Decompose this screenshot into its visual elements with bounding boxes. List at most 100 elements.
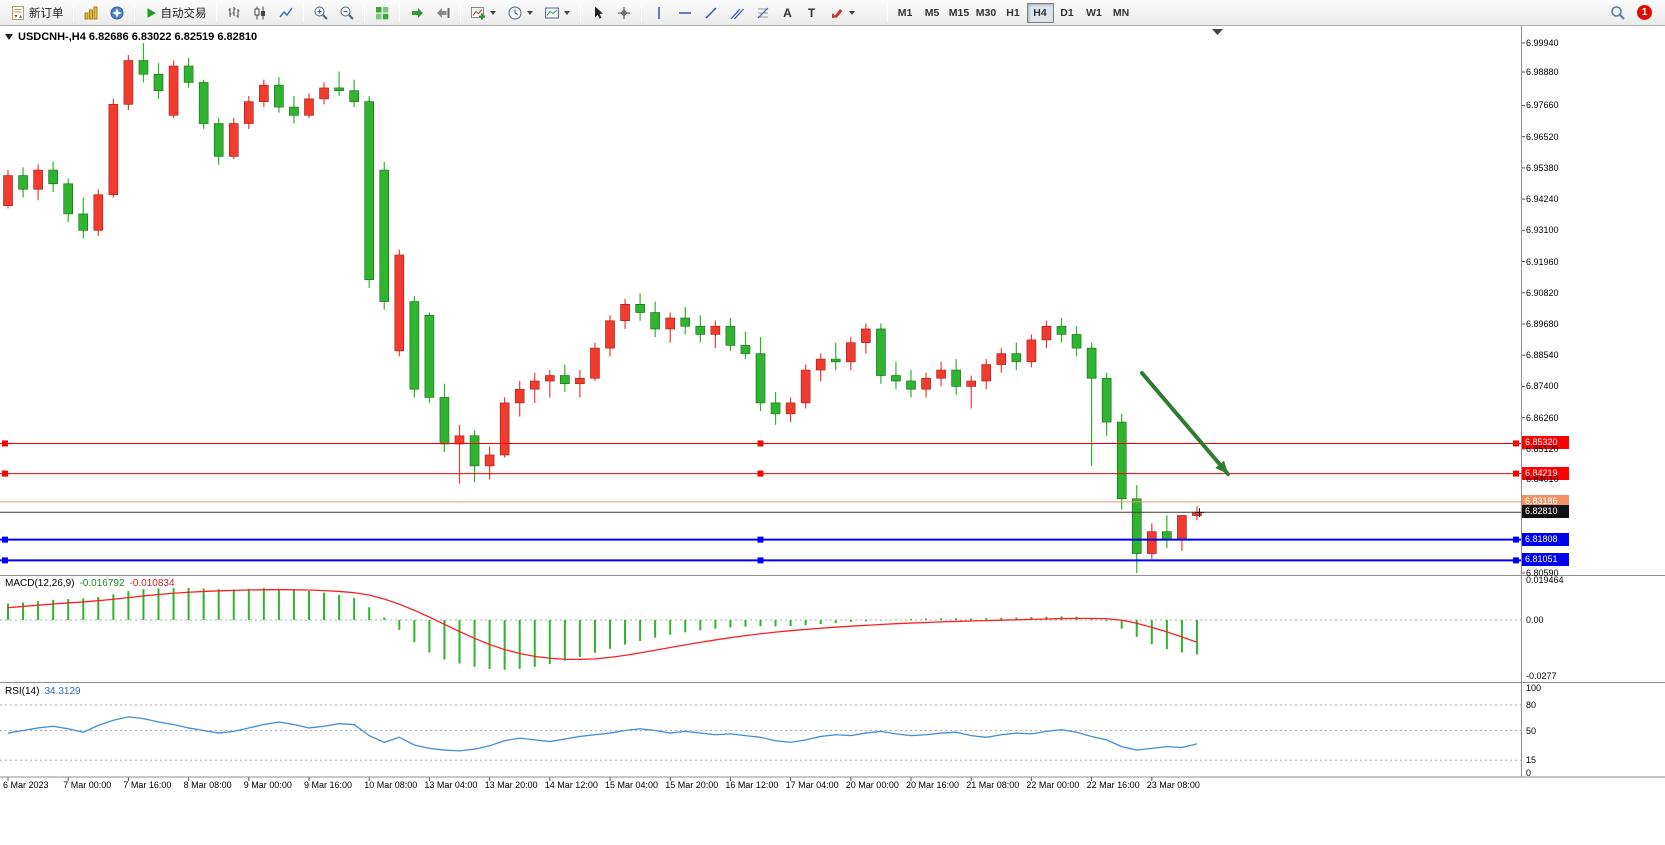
- text-tool-button[interactable]: A: [776, 2, 800, 24]
- candle: [394, 249, 405, 357]
- market-watch-icon: [84, 6, 97, 19]
- candle: [815, 353, 826, 381]
- zoom-in-icon: [314, 6, 328, 20]
- candle: [1041, 320, 1052, 349]
- navigator-button[interactable]: [104, 2, 130, 24]
- candle: [123, 55, 134, 110]
- market-watch-button[interactable]: [78, 2, 104, 24]
- candle: [725, 317, 736, 351]
- navigator-icon: [110, 6, 123, 19]
- autotrading-label: 自动交易: [160, 7, 207, 20]
- trendline-tool-button[interactable]: [698, 2, 724, 24]
- timeframe-m5-button[interactable]: M5: [919, 3, 946, 23]
- timeframe-mn-button[interactable]: MN: [1108, 3, 1135, 23]
- candle: [800, 364, 811, 409]
- candle: [274, 76, 284, 113]
- toolbar-separator: [579, 3, 581, 22]
- line-handle[interactable]: [757, 557, 764, 564]
- label-tool-button[interactable]: T: [800, 2, 824, 24]
- line-handle[interactable]: [757, 440, 764, 447]
- candle: [1056, 317, 1067, 343]
- resistance-line-1[interactable]: [0, 440, 1521, 447]
- candle: [1101, 372, 1112, 436]
- candlestick-chart-button[interactable]: [247, 2, 273, 24]
- arrows-tool-button[interactable]: [824, 2, 861, 24]
- auto-scroll-button[interactable]: [404, 2, 430, 24]
- candle: [861, 323, 871, 354]
- one-click-trading-toggle-icon[interactable]: [5, 34, 13, 40]
- horizontal-line-tool-button[interactable]: [672, 2, 698, 24]
- rsi-line: [7, 716, 1198, 752]
- text-tool-label: A: [783, 5, 792, 20]
- vertical-line-tool-button[interactable]: [646, 2, 672, 24]
- line-handle[interactable]: [1513, 557, 1519, 564]
- autotrading-button[interactable]: 自动交易: [139, 2, 212, 24]
- cursor-tool-button[interactable]: [585, 2, 611, 24]
- channel-tool-button[interactable]: [724, 2, 750, 24]
- macd-signal-value: -0.010834: [129, 578, 175, 589]
- candle: [1177, 515, 1187, 551]
- candle: [1162, 515, 1172, 549]
- toolbar-separator: [215, 3, 217, 22]
- chart-shift-marker-icon[interactable]: [1212, 29, 1223, 35]
- dropdown-caret-icon: [563, 10, 570, 15]
- line-handle[interactable]: [1513, 536, 1519, 543]
- resistance-line-2[interactable]: [0, 470, 1521, 477]
- notification-badge[interactable]: 1: [1637, 5, 1652, 20]
- rsi-value: 34.3129: [44, 686, 81, 697]
- zoom-out-button[interactable]: [334, 2, 360, 24]
- candle: [289, 96, 299, 124]
- candle: [770, 391, 781, 425]
- new-order-label: 新订单: [29, 7, 64, 20]
- candle: [1131, 485, 1142, 573]
- support-line-blue-2[interactable]: [0, 557, 1521, 564]
- new-order-button[interactable]: 新订单: [5, 2, 69, 24]
- line-handle[interactable]: [2, 440, 8, 447]
- fibonacci-tool-button[interactable]: [750, 2, 776, 24]
- bar-chart-button[interactable]: [221, 2, 247, 24]
- line-handle[interactable]: [2, 557, 8, 564]
- timeframe-w1-button[interactable]: W1: [1081, 3, 1108, 23]
- candle: [108, 98, 119, 198]
- tile-windows-button[interactable]: [369, 2, 395, 24]
- line-handle[interactable]: [757, 536, 764, 543]
- dropdown-caret-icon: [489, 10, 496, 15]
- crosshair-tool-button[interactable]: [611, 2, 637, 24]
- candle: [650, 301, 660, 338]
- candle: [695, 315, 706, 343]
- candle: [48, 161, 58, 193]
- periods-button[interactable]: [502, 2, 539, 24]
- macd-signal-line: [7, 588, 1198, 661]
- zoom-in-button[interactable]: [308, 2, 334, 24]
- indicators-button[interactable]: [465, 2, 502, 24]
- line-handle[interactable]: [2, 536, 8, 543]
- timeframe-d1-button[interactable]: D1: [1054, 3, 1081, 23]
- line-handle[interactable]: [757, 470, 764, 477]
- timeframe-m1-button[interactable]: M1: [892, 3, 919, 23]
- trend-annotation-arrow[interactable]: [1140, 371, 1230, 476]
- line-handle[interactable]: [1513, 440, 1519, 447]
- timeframe-m30-button[interactable]: M30: [973, 3, 1000, 23]
- support-line-blue-1[interactable]: [0, 536, 1521, 543]
- line-handle[interactable]: [1513, 470, 1519, 477]
- chart-shift-button[interactable]: [430, 2, 456, 24]
- clock-icon: [508, 6, 521, 19]
- candle: [1026, 334, 1037, 368]
- timeframe-h1-button[interactable]: H1: [1000, 3, 1027, 23]
- timeframe-m15-button[interactable]: M15: [946, 3, 973, 23]
- templates-button[interactable]: [539, 2, 576, 24]
- candle: [620, 298, 630, 329]
- indicators-icon: [470, 6, 485, 19]
- line-handle[interactable]: [2, 470, 8, 477]
- line-chart-button[interactable]: [273, 2, 299, 24]
- candle: [560, 364, 570, 392]
- candle: [3, 170, 13, 209]
- candle: [605, 315, 615, 357]
- search-button[interactable]: [1605, 2, 1631, 24]
- line-chart-icon: [278, 7, 293, 17]
- timeframe-h4-button[interactable]: H4: [1026, 2, 1054, 23]
- toolbar-separator: [302, 3, 304, 22]
- candle: [785, 397, 796, 423]
- indicator-level-lines: [0, 619, 1521, 761]
